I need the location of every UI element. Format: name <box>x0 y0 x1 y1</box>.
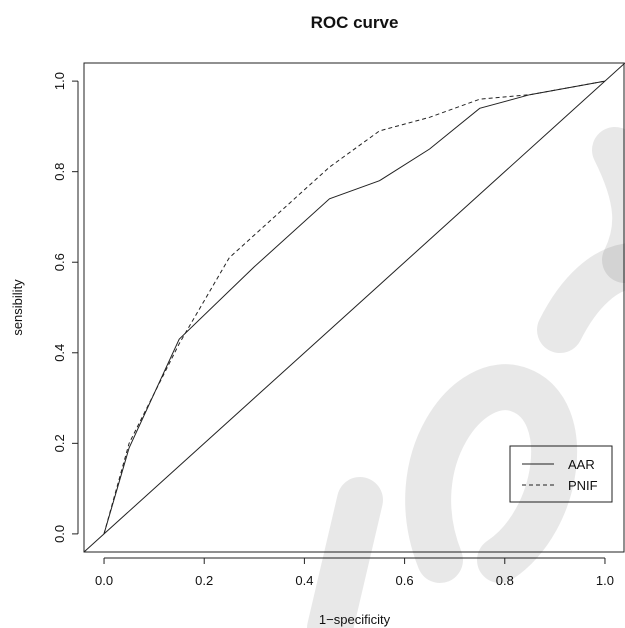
x-tick-label: 0.2 <box>195 573 213 588</box>
y-tick-label: 0.6 <box>52 253 67 271</box>
x-tick-label: 1.0 <box>596 573 614 588</box>
y-tick-label: 1.0 <box>52 72 67 90</box>
diagonal-reference-line <box>83 62 625 553</box>
y-axis: 0.0 0.2 0.4 0.6 0.8 1.0 <box>52 72 79 543</box>
x-tick-label: 0.8 <box>496 573 514 588</box>
x-axis-label: 1−specificity <box>319 612 391 627</box>
y-axis-label: sensibility <box>10 279 25 336</box>
legend-label-pnif: PNIF <box>568 478 598 493</box>
y-tick-label: 0.0 <box>52 525 67 543</box>
x-tick-label: 0.4 <box>295 573 313 588</box>
legend-label-aar: AAR <box>568 457 595 472</box>
x-axis: 0.0 0.2 0.4 0.6 0.8 1.0 <box>95 557 614 588</box>
legend-box <box>509 445 613 503</box>
plot-frame <box>83 62 625 553</box>
x-tick-label: 0.6 <box>396 573 414 588</box>
series-line-pnif <box>103 80 606 535</box>
series-layer <box>83 62 625 553</box>
y-tick-label: 0.2 <box>52 434 67 452</box>
x-tick-label: 0.0 <box>95 573 113 588</box>
chart-title: ROC curve <box>311 13 399 32</box>
y-tick-label: 0.4 <box>52 344 67 362</box>
y-tick-label: 0.8 <box>52 163 67 181</box>
legend: AAR PNIF <box>509 445 613 503</box>
